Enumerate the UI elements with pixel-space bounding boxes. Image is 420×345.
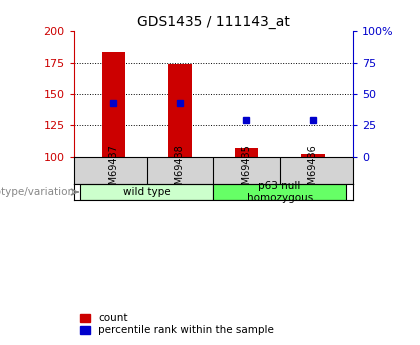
Bar	[301, 155, 325, 157]
Bar	[102, 52, 125, 157]
Bar	[213, 184, 346, 200]
Bar	[80, 184, 213, 200]
Legend: count, percentile rank within the sample: count, percentile rank within the sample	[79, 312, 276, 336]
Text: genotype/variation: genotype/variation	[0, 187, 75, 197]
Text: p63 null
homozygous: p63 null homozygous	[247, 181, 313, 203]
Text: GSM69435: GSM69435	[241, 144, 252, 197]
Text: wild type: wild type	[123, 187, 171, 197]
Text: GSM69436: GSM69436	[308, 144, 318, 197]
Title: GDS1435 / 111143_at: GDS1435 / 111143_at	[137, 14, 289, 29]
Text: GSM69438: GSM69438	[175, 144, 185, 197]
Bar	[168, 64, 192, 157]
Text: GSM69437: GSM69437	[108, 144, 118, 197]
Bar	[235, 148, 258, 157]
